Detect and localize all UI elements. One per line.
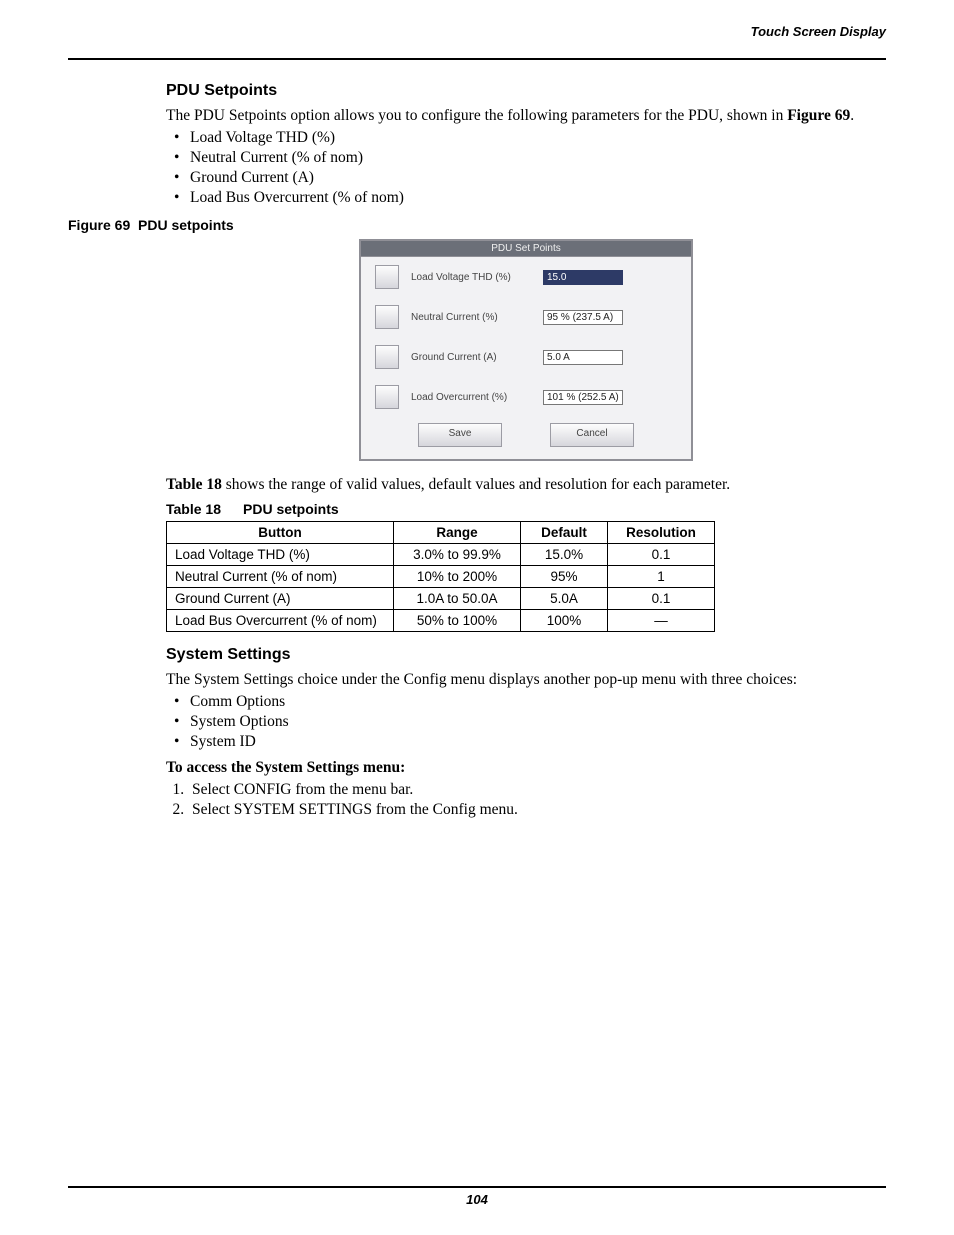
field-label: Neutral Current (%) [411, 312, 543, 323]
pdu-setpoints-intro: The PDU Setpoints option allows you to c… [166, 106, 886, 125]
system-settings-bullets: Comm Options System Options System ID [166, 693, 886, 751]
cell: Neutral Current (% of nom) [167, 565, 394, 587]
dialog-title: PDU Set Points [361, 241, 691, 257]
save-button[interactable]: Save [418, 423, 502, 447]
cell: 0.1 [608, 543, 715, 565]
list-item: Load Voltage THD (%) [190, 129, 886, 147]
access-procedure-heading: To access the System Settings menu: [166, 759, 886, 777]
cell: Load Voltage THD (%) [167, 543, 394, 565]
list-item: Comm Options [190, 693, 886, 711]
cell: 50% to 100% [394, 609, 521, 631]
table-18-intro: Table 18 shows the range of valid values… [166, 475, 886, 494]
cell: 10% to 200% [394, 565, 521, 587]
table-18-caption: Table 18 PDU setpoints [166, 501, 886, 517]
step: Select SYSTEM SETTINGS from the Config m… [188, 801, 886, 819]
table-caption-num: Table 18 [166, 501, 221, 517]
table-row: Load Voltage THD (%) 3.0% to 99.9% 15.0%… [167, 543, 715, 565]
cell: 1.0A to 50.0A [394, 587, 521, 609]
list-item: Ground Current (A) [190, 169, 886, 187]
list-item: System Options [190, 713, 886, 731]
cell: Ground Current (A) [167, 587, 394, 609]
header-section: Touch Screen Display [751, 24, 886, 39]
field-icon[interactable] [375, 265, 399, 289]
table-ref: Table 18 [166, 476, 222, 493]
cancel-button[interactable]: Cancel [550, 423, 634, 447]
table-row: Ground Current (A) 1.0A to 50.0A 5.0A 0.… [167, 587, 715, 609]
cell: — [608, 609, 715, 631]
field-label: Load Overcurrent (%) [411, 392, 543, 403]
col-button: Button [167, 521, 394, 543]
footer-rule [68, 1186, 886, 1188]
list-item: Load Bus Overcurrent (% of nom) [190, 189, 886, 207]
cell: 0.1 [608, 587, 715, 609]
field-icon[interactable] [375, 345, 399, 369]
neutral-current-input[interactable]: 95 % (237.5 A) [543, 310, 623, 325]
dialog-row: Ground Current (A) 5.0 A [361, 337, 691, 377]
cell: 5.0A [521, 587, 608, 609]
field-icon[interactable] [375, 385, 399, 409]
system-settings-intro: The System Settings choice under the Con… [166, 670, 886, 689]
field-label: Load Voltage THD (%) [411, 272, 543, 283]
dialog-row: Load Overcurrent (%) 101 % (252.5 A) [361, 377, 691, 417]
list-item: System ID [190, 733, 886, 751]
intro-text-a: The PDU Setpoints option allows you to c… [166, 107, 787, 124]
page-number: 104 [68, 1192, 886, 1207]
access-steps: Select CONFIG from the menu bar. Select … [166, 781, 886, 819]
cell: 3.0% to 99.9% [394, 543, 521, 565]
table-row: Load Bus Overcurrent (% of nom) 50% to 1… [167, 609, 715, 631]
col-range: Range [394, 521, 521, 543]
table-caption-title: PDU setpoints [243, 501, 339, 517]
load-voltage-thd-input[interactable]: 15.0 [543, 270, 623, 285]
cell: Load Bus Overcurrent (% of nom) [167, 609, 394, 631]
ground-current-input[interactable]: 5.0 A [543, 350, 623, 365]
pdu-setpoints-bullets: Load Voltage THD (%) Neutral Current (% … [166, 129, 886, 207]
table-intro-b: shows the range of valid values, default… [222, 476, 730, 493]
field-label: Ground Current (A) [411, 352, 543, 363]
table-header-row: Button Range Default Resolution [167, 521, 715, 543]
intro-text-c: . [850, 107, 854, 124]
table-row: Neutral Current (% of nom) 10% to 200% 9… [167, 565, 715, 587]
pdu-setpoints-table: Button Range Default Resolution Load Vol… [166, 521, 715, 632]
pdu-setpoints-heading: PDU Setpoints [166, 82, 886, 100]
figure-ref: Figure 69 [787, 107, 850, 124]
step: Select CONFIG from the menu bar. [188, 781, 886, 799]
system-settings-heading: System Settings [166, 646, 886, 664]
col-resolution: Resolution [608, 521, 715, 543]
col-default: Default [521, 521, 608, 543]
dialog-button-row: Save Cancel [361, 417, 691, 459]
field-icon[interactable] [375, 305, 399, 329]
cell: 15.0% [521, 543, 608, 565]
pdu-setpoints-dialog: PDU Set Points Load Voltage THD (%) 15.0… [359, 239, 693, 461]
load-overcurrent-input[interactable]: 101 % (252.5 A) [543, 390, 623, 405]
list-item: Neutral Current (% of nom) [190, 149, 886, 167]
figure-69-caption: Figure 69 PDU setpoints [68, 217, 886, 233]
cell: 1 [608, 565, 715, 587]
dialog-row: Load Voltage THD (%) 15.0 [361, 257, 691, 297]
cell: 100% [521, 609, 608, 631]
dialog-row: Neutral Current (%) 95 % (237.5 A) [361, 297, 691, 337]
cell: 95% [521, 565, 608, 587]
